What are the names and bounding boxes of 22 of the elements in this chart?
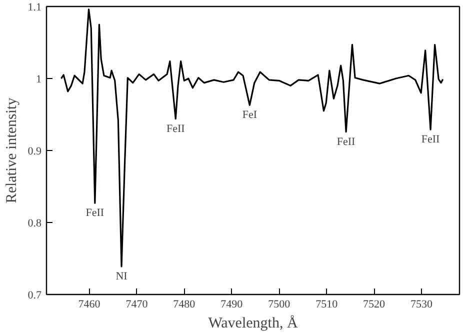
x-tick-label: 7460 xyxy=(78,298,101,310)
x-tick-label: 7530 xyxy=(410,298,434,310)
x-tick-label: 7510 xyxy=(316,298,338,310)
y-tick-label: 0.7 xyxy=(28,290,42,302)
annotation: NI xyxy=(116,270,128,282)
x-tick-label: 7500 xyxy=(268,298,291,310)
annotation: FeII xyxy=(166,122,186,135)
annotation: FeII xyxy=(421,134,440,146)
x-tick-label: 7520 xyxy=(363,298,386,310)
y-tick-label: 0.9 xyxy=(28,146,42,158)
annotation: FeII xyxy=(86,207,104,220)
annotation: FeII xyxy=(336,136,356,148)
y-axis-title: Relative intensity xyxy=(4,97,20,204)
line-series xyxy=(60,8,444,268)
y-tick-label: 0.8 xyxy=(28,218,42,230)
y-tick-label: 1 xyxy=(36,74,42,86)
x-tick-label: 7480 xyxy=(173,298,196,310)
x-tick-label: 7490 xyxy=(220,298,244,310)
x-tick-label: 7470 xyxy=(126,298,148,310)
annotation: FeI xyxy=(242,109,258,122)
x-axis-title: Wavelength, Å xyxy=(208,314,298,332)
y-tick-label: 1.1 xyxy=(28,2,42,14)
